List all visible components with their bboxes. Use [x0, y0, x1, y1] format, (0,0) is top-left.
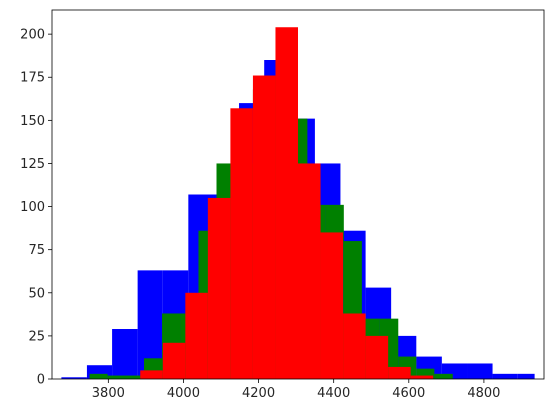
histogram-bar: [275, 27, 298, 380]
y-tick-label: 50: [28, 286, 45, 301]
y-axis: 0 25 50 75 100 125 150 175 200: [20, 28, 52, 388]
x-tick-label: 4200: [242, 386, 275, 401]
histogram-bar: [107, 375, 126, 379]
histogram-series-3: [140, 27, 434, 380]
x-tick-label: 3800: [92, 386, 125, 401]
histogram-bar: [162, 342, 186, 379]
histogram-bar: [252, 75, 276, 380]
y-tick-label: 25: [28, 329, 45, 344]
histogram-bar: [61, 377, 87, 379]
histogram-bar: [388, 366, 411, 379]
histogram-bar: [365, 335, 389, 379]
histogram-bar: [140, 370, 163, 379]
x-tick-label: 4600: [392, 386, 425, 401]
histogram-bar: [467, 363, 493, 379]
histogram-bar: [125, 375, 145, 379]
histogram-bars: [61, 27, 535, 380]
histogram-bar: [416, 368, 435, 379]
histogram-bar: [298, 163, 321, 379]
histogram-bar: [320, 232, 344, 379]
histogram-bar: [112, 329, 138, 379]
x-tick-label: 4400: [317, 386, 350, 401]
x-axis: 3800 4000 4200 4400 4600 4800: [92, 379, 500, 401]
histogram-bar: [343, 313, 366, 379]
y-tick-label: 150: [20, 114, 45, 129]
histogram-bar: [185, 292, 208, 379]
x-tick-label: 4800: [467, 386, 500, 401]
histogram-bar: [517, 373, 535, 379]
histogram-bar: [89, 373, 108, 379]
y-tick-label: 100: [20, 200, 45, 215]
y-tick-label: 0: [37, 373, 45, 388]
x-tick-label: 4000: [167, 386, 200, 401]
histogram-bar: [410, 375, 434, 379]
histogram-bar: [492, 373, 518, 379]
y-tick-label: 125: [20, 157, 45, 172]
y-tick-label: 200: [20, 28, 45, 43]
histogram-bar: [434, 373, 453, 379]
axes-frame: [51, 9, 545, 380]
y-tick-label: 175: [20, 71, 45, 86]
histogram-bar: [207, 197, 231, 379]
y-tick-label: 75: [28, 243, 45, 258]
histogram-bar: [230, 108, 253, 379]
